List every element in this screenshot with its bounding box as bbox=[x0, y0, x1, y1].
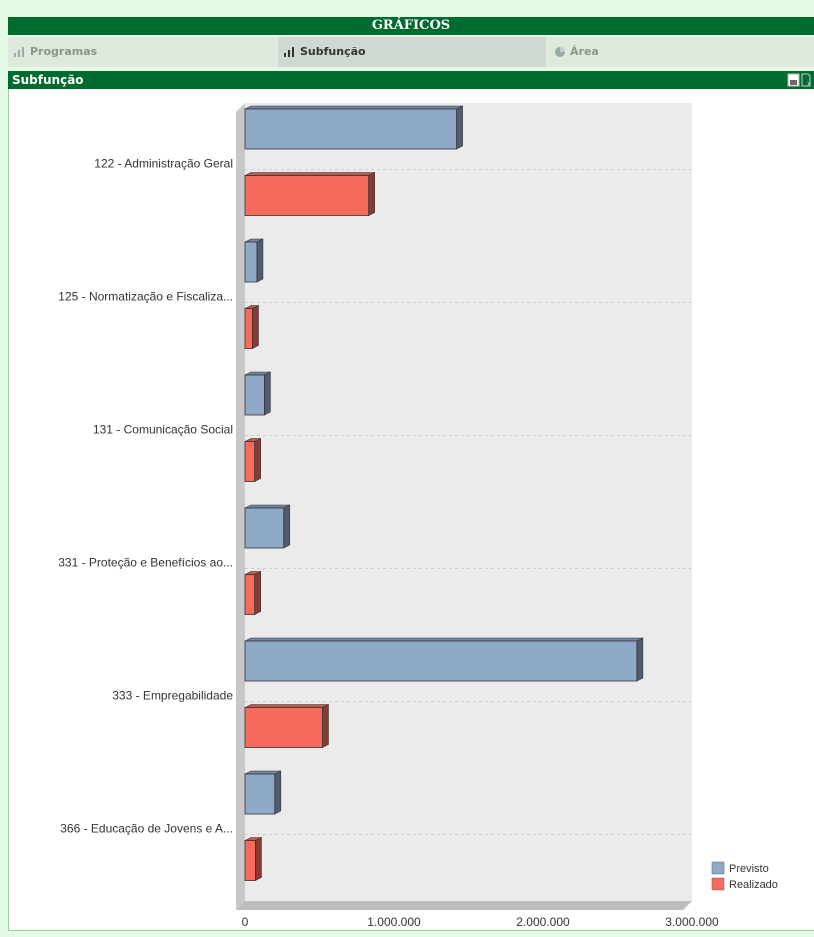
bar-side-previsto bbox=[274, 770, 282, 815]
category-label: 333 - Empregabilidade bbox=[112, 689, 233, 703]
x-tick-label: 2.000.000 bbox=[516, 915, 570, 929]
bar-side-previsto bbox=[456, 105, 463, 150]
category-label: 122 - Administração Geral bbox=[94, 157, 233, 171]
bar-previsto bbox=[244, 507, 285, 549]
bar-realizado bbox=[244, 840, 256, 881]
bar-chart-icon bbox=[284, 47, 294, 57]
tab-label: Programas bbox=[30, 45, 98, 58]
panel-title: Subfunção bbox=[12, 73, 84, 87]
plot-left-wall bbox=[236, 103, 245, 910]
bar-side-realizado bbox=[255, 837, 262, 881]
legend-swatch-realizado bbox=[711, 877, 725, 891]
pie-chart-icon bbox=[555, 47, 565, 57]
legend-label-realizado: Realizado bbox=[729, 879, 778, 891]
x-tick-label: 1.000.000 bbox=[367, 915, 421, 929]
chart-tabs: Programas Subfunção Área bbox=[8, 37, 814, 67]
svg-text:x: x bbox=[807, 79, 811, 87]
category-label: 366 - Educação de Jovens e A... bbox=[60, 822, 233, 836]
category-label: 125 - Normatização e Fiscaliza... bbox=[58, 290, 233, 304]
bar-realizado bbox=[244, 574, 256, 615]
category-label: 131 - Comunicação Social bbox=[93, 423, 233, 437]
bar-realizado bbox=[244, 441, 256, 482]
category-label: 331 - Proteção e Benefícios ao... bbox=[58, 556, 233, 570]
bar-previsto bbox=[244, 108, 457, 150]
legend-label-previsto: Previsto bbox=[729, 863, 769, 875]
bar-top-previsto bbox=[244, 770, 281, 775]
bar-top-previsto bbox=[244, 504, 290, 509]
header-title: GRÁFICOS bbox=[371, 18, 451, 33]
plot-background bbox=[245, 103, 692, 901]
bar-side-realizado bbox=[254, 571, 261, 615]
tab-label: Área bbox=[570, 45, 599, 58]
chart-area: 122 - Administração Geral 125 - Normatiza… bbox=[8, 89, 814, 931]
bar-realizado bbox=[244, 308, 253, 349]
graficos-header: GRÁFICOS bbox=[8, 17, 814, 35]
tab-area[interactable]: Área bbox=[548, 37, 814, 67]
tab-subfuncao[interactable]: Subfunção bbox=[278, 37, 546, 67]
subfuncao-chart: 122 - Administração Geral 125 - Normatiza… bbox=[58, 103, 778, 929]
legend-swatch-previsto bbox=[711, 861, 725, 875]
x-tick-label: 0 bbox=[242, 915, 249, 929]
bar-side-previsto bbox=[636, 637, 644, 682]
bar-top-realizado bbox=[244, 704, 329, 708]
bar-side-previsto bbox=[256, 238, 264, 283]
bar-previsto bbox=[244, 773, 276, 815]
bar-previsto bbox=[244, 241, 258, 283]
bar-side-realizado bbox=[254, 438, 261, 482]
tab-programas[interactable]: Programas bbox=[8, 37, 276, 67]
panel-title-bar: Subfunção x bbox=[8, 71, 814, 89]
bar-top-previsto bbox=[244, 637, 644, 642]
save-icon[interactable] bbox=[787, 73, 800, 87]
bar-side-realizado bbox=[368, 172, 375, 216]
bar-top-previsto bbox=[244, 105, 463, 110]
bar-realizado bbox=[244, 707, 323, 748]
bar-previsto bbox=[244, 640, 638, 682]
plot-floor bbox=[236, 901, 692, 910]
bar-chart-icon bbox=[14, 47, 24, 57]
bar-side-realizado bbox=[322, 704, 329, 748]
x-tick-label: 3.000.000 bbox=[665, 915, 719, 929]
bar-side-previsto bbox=[283, 504, 291, 549]
bar-realizado bbox=[244, 175, 370, 216]
tab-label: Subfunção bbox=[300, 45, 366, 58]
bar-side-previsto bbox=[264, 371, 271, 416]
bar-side-realizado bbox=[252, 305, 259, 349]
bar-previsto bbox=[244, 374, 265, 416]
panel-icons: x bbox=[786, 73, 814, 87]
export-icon[interactable]: x bbox=[801, 73, 811, 87]
bar-top-realizado bbox=[244, 172, 375, 176]
